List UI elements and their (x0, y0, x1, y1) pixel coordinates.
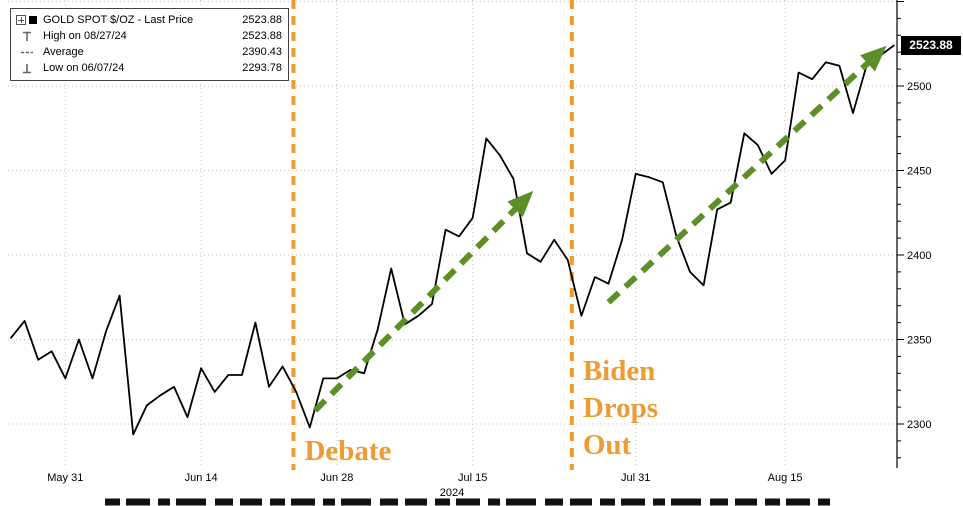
gridlines (8, 0, 897, 468)
x-axis-year-label: 2024 (439, 487, 465, 499)
svg-text:Drops: Drops (583, 392, 658, 424)
legend-series-value: 2523.88 (242, 14, 282, 26)
high-marker-icon (23, 31, 31, 41)
legend-average-label: Average (43, 46, 84, 58)
svg-text:Aug 15: Aug 15 (768, 472, 803, 484)
trend-arrow-1 (606, 45, 887, 305)
last-price-badge: 2523.88 (901, 35, 961, 55)
event-label-1: Biden Drops Out (583, 355, 658, 461)
legend-high-label: High on 08/27/24 (43, 30, 127, 42)
legend-low-value: 2293.78 (242, 62, 282, 74)
svg-text:Jul 31: Jul 31 (621, 472, 650, 484)
legend-row-series[interactable]: GOLD SPOT $/OZ - Last Price 2523.88 (16, 12, 282, 28)
svg-text:Out: Out (583, 429, 632, 461)
svg-text:May 31: May 31 (47, 472, 83, 484)
svg-text:2500: 2500 (907, 81, 931, 93)
svg-text:2350: 2350 (907, 335, 931, 347)
y-axis-ticks (897, 1, 904, 459)
trend-arrow-0 (313, 190, 534, 413)
average-marker-icon (21, 51, 33, 53)
series-marker-icon (29, 16, 37, 24)
y-axis-labels: 2300 2350 2400 2450 2500 (907, 81, 931, 431)
event-label-0: Debate (304, 435, 391, 467)
svg-text:2400: 2400 (907, 250, 931, 262)
svg-text:Biden: Biden (583, 355, 656, 387)
svg-text:Jul 15: Jul 15 (458, 472, 487, 484)
legend-row-high[interactable]: High on 08/27/24 2523.88 (16, 28, 282, 44)
svg-text:Debate: Debate (304, 435, 391, 467)
x-axis-labels: May 31 Jun 14 Jun 28 Jul 15 Jul 31 Aug 15 (47, 472, 802, 484)
legend-row-low[interactable]: Low on 06/07/24 2293.78 (16, 60, 282, 76)
price-line (10, 44, 895, 436)
legend-row-average[interactable]: Average 2390.43 (16, 44, 282, 60)
legend-average-value: 2390.43 (242, 46, 282, 58)
svg-text:2300: 2300 (907, 419, 931, 431)
legend-series-label: GOLD SPOT $/OZ - Last Price (43, 14, 194, 26)
svg-text:Jun 28: Jun 28 (320, 472, 353, 484)
svg-text:2450: 2450 (907, 166, 931, 178)
low-marker-icon (23, 63, 31, 73)
svg-text:Jun 14: Jun 14 (185, 472, 218, 484)
legend-expand-icon[interactable] (16, 15, 26, 25)
chart-legend: GOLD SPOT $/OZ - Last Price 2523.88 High… (10, 8, 289, 81)
legend-low-label: Low on 06/07/24 (43, 62, 125, 74)
legend-high-value: 2523.88 (242, 30, 282, 42)
